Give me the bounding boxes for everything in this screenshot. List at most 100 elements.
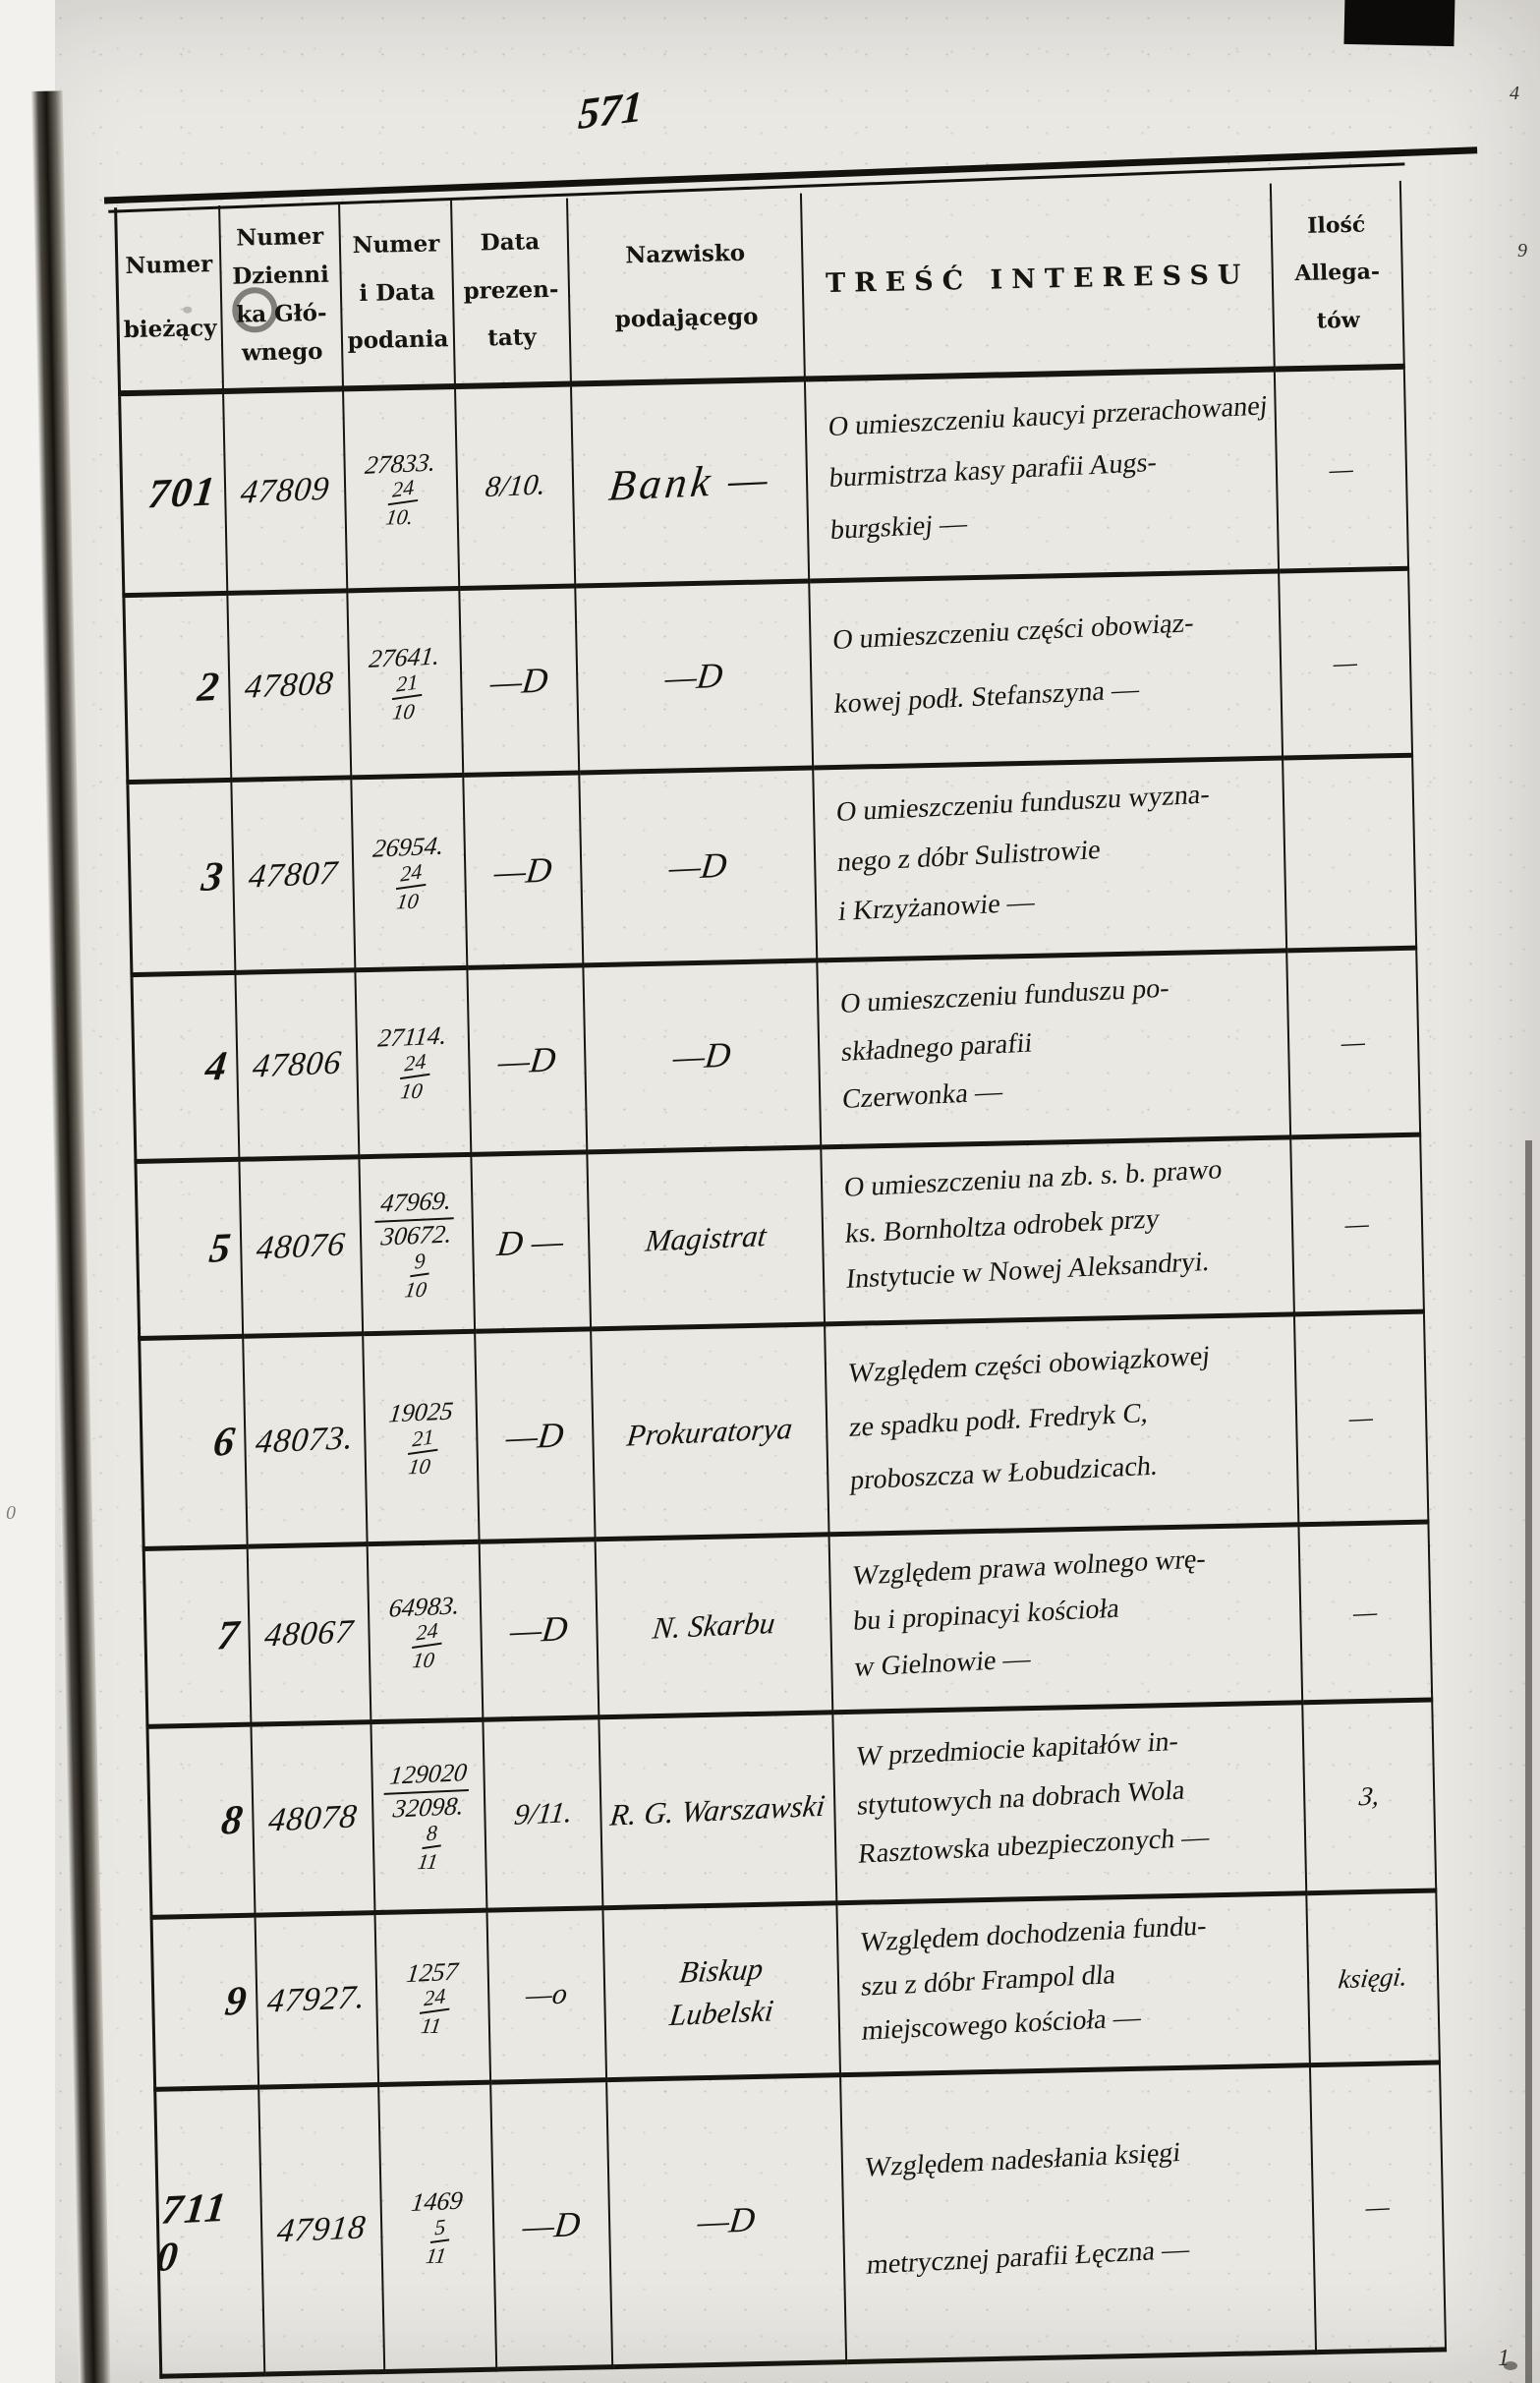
- value-allegaty: —: [1351, 1596, 1380, 1627]
- cell-tresc-interessu: O umieszczeniu na zb. s. b. prawo ks. Bor…: [822, 1139, 1295, 1327]
- value-podanie-line: 24 10: [391, 859, 428, 914]
- value-nazwisko-line: Magistrat: [643, 1217, 769, 1258]
- cell-numer-biezacy: 3: [126, 782, 237, 978]
- value-numer-dziennika: 48067: [262, 1613, 356, 1655]
- value-allegaty: —: [1332, 647, 1359, 678]
- cell-numer-data-podania: 27641. 21 10: [348, 590, 465, 781]
- cell-data-prezentaty: —D: [468, 967, 589, 1157]
- value-podanie-line: 129020: [383, 1758, 473, 1795]
- value-tresc-line: ze spadku podł. Fredryk C,: [847, 1397, 1150, 1443]
- value-prezentata: 9/11.: [512, 1795, 574, 1831]
- table-row-6: 6 48073. 19025 21 10 —D Prokuratorya Względem c…: [138, 1313, 1430, 1551]
- value-nazwisko-line: Biskup: [677, 1950, 766, 1990]
- value-allegaty: —: [1364, 2191, 1392, 2223]
- cell-numer-dziennika: 47809: [224, 391, 349, 596]
- cell-ilosc-allegatow: —: [1287, 950, 1422, 1140]
- value-tresc-line: w Gielnowie —: [852, 1643, 1033, 1683]
- value-tresc-line: O umieszczeniu kaucyi przerachowanej: [827, 389, 1270, 442]
- value-podanie-line: 24 10.: [383, 475, 420, 531]
- value-numer-biezacy: 9: [222, 1978, 251, 2025]
- fraction-denominator: 11: [424, 2242, 448, 2269]
- cell-numer-dziennika: 48078: [252, 1724, 376, 1918]
- fraction-denominator: 10: [399, 1077, 425, 1104]
- cell-nazwisko-podajacego: —D: [607, 2077, 848, 2370]
- table-row-7: 7 48067 64983. 24 10 —D N. Skarbu Względem praw…: [142, 1524, 1434, 1729]
- fraction-denominator: 10: [407, 1453, 432, 1480]
- fraction-denominator: 10.: [384, 504, 416, 531]
- fraction-denominator: 10: [411, 1648, 436, 1673]
- cell-tresc-interessu: Względem dochodzenia fundu-szu z dóbr Fr…: [837, 1895, 1311, 2078]
- value-tresc-line: burgskiej —: [828, 507, 969, 546]
- value-podanie-line: 19025: [386, 1396, 455, 1428]
- cell-ilosc-allegatow: 3,: [1303, 1702, 1438, 1896]
- cell-numer-biezacy: 9: [149, 1917, 260, 2092]
- table-row-1: 701 47809 27833. 24 10. 8/10. Bank — O umieszcz…: [118, 369, 1410, 599]
- cell-numer-dziennika: 47806: [236, 972, 361, 1162]
- value-numer-dziennika: 47809: [239, 470, 332, 511]
- fraction-numerator: 24: [420, 1984, 450, 2015]
- value-allegaty: —: [1343, 1208, 1371, 1240]
- page-number-handwritten: 571: [577, 82, 645, 140]
- cell-numer-data-podania: 1469 5 11: [379, 2084, 498, 2374]
- value-tresc-line: stytutowych na dobrach Wola: [855, 1773, 1187, 1822]
- value-allegaty: księgi.: [1337, 1960, 1409, 1994]
- cell-ilosc-allegatow: —: [1310, 2064, 1448, 2355]
- value-podanie-line: 27641.: [368, 641, 442, 673]
- fraction-denominator: 10: [395, 888, 421, 914]
- margin-mark: 4: [1510, 83, 1519, 104]
- margin-mark: 9: [1517, 240, 1527, 262]
- value-nazwisko-line: Lubelski: [668, 1993, 776, 2033]
- cell-nazwisko-podajacego: —D: [580, 770, 819, 968]
- table-row-8: 8 48078 129020 32098. 8 11 9/11. R. G. Warszaws…: [145, 1702, 1438, 1920]
- cell-numer-biezacy: 701: [118, 393, 229, 599]
- value-tresc-line: Czerwonka —: [840, 1076, 1004, 1116]
- value-prezentata: —D: [491, 848, 554, 892]
- cell-tresc-interessu: Względem prawa wolnego wrę-bu i propinac…: [829, 1527, 1304, 1715]
- fraction-denominator: 11: [419, 2013, 443, 2039]
- value-podanie-line: 27833.: [364, 447, 438, 480]
- value-prezentata: —D: [520, 2203, 583, 2246]
- value-nazwisko-line: Prokuratorya: [625, 1410, 795, 1453]
- value-nazwisko-line: —D: [670, 1034, 733, 1077]
- value-podanie-line: 27114.: [376, 1020, 449, 1053]
- cell-numer-data-podania: 47969. 30672. 9 10: [360, 1156, 477, 1337]
- cell-numer-biezacy: 8: [145, 1726, 257, 1920]
- value-podanie-line: 21 10: [403, 1424, 439, 1480]
- value-numer-biezacy: 5: [206, 1225, 235, 1272]
- value-podanie-line: 26954.: [371, 831, 446, 863]
- scan-right-edge-streak: [1525, 1140, 1532, 2383]
- cell-ilosc-allegatow: —: [1294, 1313, 1430, 1528]
- cell-numer-biezacy: 711 0: [153, 2089, 266, 2379]
- table-row-4: 4 47806 27114. 24 10 —D —D O umieszczeniu fundu…: [130, 950, 1422, 1165]
- value-podanie-line: 24 10: [407, 1618, 443, 1673]
- header-line: tów: [1316, 307, 1360, 334]
- cell-tresc-interessu: Względem nadesłania księgi metrycznej par…: [841, 2067, 1318, 2365]
- header-nazwisko-podajacego: Nazwisko podającego: [568, 193, 806, 387]
- margin-mark: 0: [6, 1502, 16, 1524]
- cell-data-prezentaty: —D: [464, 775, 585, 970]
- header-numer-data-podania: Numer i Data podania: [340, 201, 457, 392]
- table-row-2: 2 47808 27641. 21 10 —D —D O umieszczeniu częśc…: [122, 570, 1414, 785]
- value-numer-dziennika: 47807: [247, 854, 340, 896]
- value-tresc-line: metrycznej parafii Łęczna —: [865, 2234, 1191, 2281]
- header-ilosc-allegatow: Ilość Allega-tów: [1271, 180, 1405, 373]
- fraction-numerator: 24: [412, 1618, 442, 1650]
- value-prezentata: —D: [503, 1414, 566, 1457]
- value-podanie-line: 24 10: [395, 1049, 431, 1104]
- value-tresc-line: Względem prawa wolnego wrę-: [851, 1542, 1208, 1592]
- header-line: Dzienni: [232, 261, 330, 290]
- value-numer-biezacy: 7: [214, 1612, 244, 1659]
- header-line: Numer: [125, 251, 213, 280]
- value-tresc-line: Instytucie w Nowej Aleksandryi.: [844, 1246, 1212, 1295]
- cell-tresc-interessu: O umieszczeniu części obowiąz-kowej podł…: [810, 573, 1284, 771]
- header-line: i Data: [359, 278, 435, 307]
- value-numer-dziennika: 48078: [266, 1797, 360, 1838]
- value-tresc-line: szu z dóbr Frampol dla: [859, 1959, 1117, 2003]
- cell-data-prezentaty: D —: [472, 1154, 593, 1334]
- value-prezentata: —D: [495, 1038, 558, 1081]
- value-tresc-line: burmistrza kasy parafii Augs-: [827, 446, 1159, 494]
- fraction-numerator: 8: [422, 1820, 441, 1850]
- header-line: Ilość: [1306, 211, 1366, 239]
- value-podanie-line: 1257: [405, 1956, 460, 1988]
- value-tresc-line: kowej podł. Stefanszyna —: [832, 673, 1141, 721]
